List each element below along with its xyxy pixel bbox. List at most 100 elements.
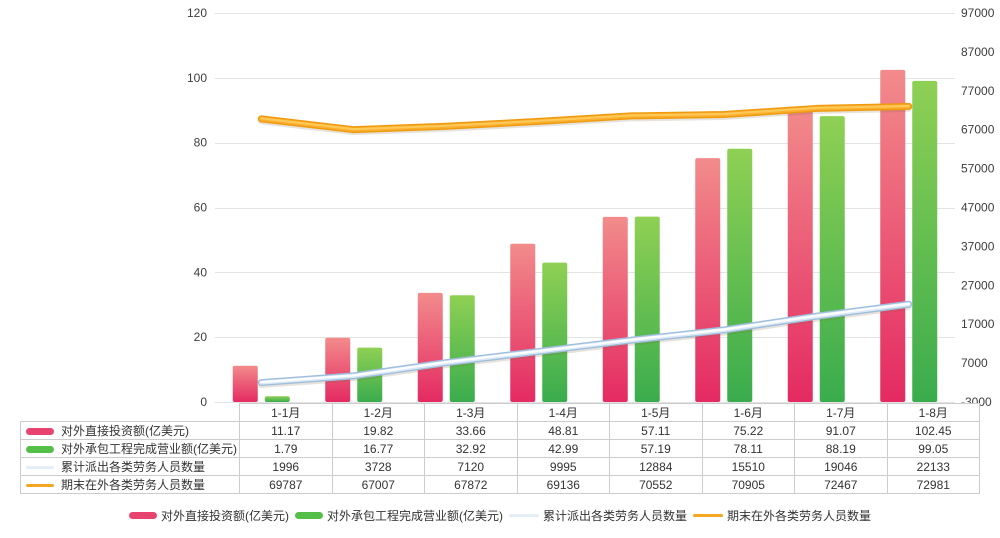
dispatched-workers-line <box>260 302 910 384</box>
row-label-dispatched-workers: 累计派出各类劳务人员数量 <box>20 457 240 476</box>
value-cell-workers-abroad: 67007 <box>331 475 425 494</box>
value-cell-direct-investment: 11.17 <box>239 421 333 440</box>
table-row-workers-abroad: 期末在外各类劳务人员数量 69787 67007 67872 69136 70552 709… <box>20 475 980 494</box>
direct-investment-bar[interactable] <box>787 106 813 402</box>
value-cell-contract-revenue: 1.79 <box>239 439 333 458</box>
value-cell-contract-revenue: 88.19 <box>794 439 888 458</box>
category-header-cell: 1-6月 <box>701 403 795 422</box>
contract-revenue-bar[interactable] <box>727 148 753 402</box>
value-cell-dispatched-workers: 1996 <box>239 457 333 476</box>
left-axis-tick-label: 120 <box>187 6 207 20</box>
left-axis-tick-label: 100 <box>187 71 207 85</box>
value-cell-direct-investment: 91.07 <box>794 421 888 440</box>
left-axis-tick-label: 20 <box>194 330 208 344</box>
contract-revenue-bar[interactable] <box>912 80 938 402</box>
direct-investment-bar[interactable] <box>510 243 536 402</box>
value-cell-workers-abroad: 70905 <box>701 475 795 494</box>
chart-data-table: 1-1月 1-2月 1-3月 1-4月 1-5月 1-6月 1-7月 1-8月 对外直接投资额(… <box>20 403 980 494</box>
category-header-cell: 1-3月 <box>424 403 518 422</box>
table-row-dispatched-workers: 累计派出各类劳务人员数量 1996 3728 7120 9995 12884 15510 19… <box>20 457 980 476</box>
table-row-contract-revenue: 对外承包工程完成营业额(亿美元) 1.79 16.77 32.92 42.99 57.19… <box>20 439 980 458</box>
value-cell-contract-revenue: 78.11 <box>701 439 795 458</box>
row-label-direct-investment: 对外直接投资额(亿美元) <box>20 421 240 440</box>
contract-revenue-swatch <box>294 512 323 519</box>
direct-investment-bar[interactable] <box>880 69 906 402</box>
series-name: 对外直接投资额(亿美元) <box>61 424 189 438</box>
right-axis-tick-label: 17000 <box>961 317 995 331</box>
contract-revenue-bar[interactable] <box>542 262 568 402</box>
value-cell-direct-investment: 19.82 <box>331 421 425 440</box>
value-cell-contract-revenue: 16.77 <box>331 439 425 458</box>
category-header-cell: 1-5月 <box>609 403 703 422</box>
right-axis-tick-label: 87000 <box>961 45 995 59</box>
value-cell-dispatched-workers: 9995 <box>516 457 610 476</box>
workers-abroad-line <box>260 104 910 131</box>
right-axis-tick-label: 37000 <box>961 239 995 253</box>
table-corner-blank <box>21 404 240 422</box>
contract-revenue-bar[interactable] <box>264 396 290 402</box>
direct-investment-bar[interactable] <box>695 158 721 402</box>
value-cell-workers-abroad: 67872 <box>424 475 518 494</box>
right-axis-tick-label: 57000 <box>961 162 995 176</box>
direct-investment-bar[interactable] <box>232 365 258 402</box>
left-axis-tick-label: 60 <box>194 201 208 215</box>
legend-item-workers-abroad[interactable]: 期末在外各类劳务人员数量 <box>693 507 871 524</box>
value-cell-workers-abroad: 72467 <box>794 475 888 494</box>
contract-revenue-bar[interactable] <box>449 295 475 402</box>
series-name: 累计派出各类劳务人员数量 <box>61 460 206 474</box>
series-name: 期末在外各类劳务人员数量 <box>61 478 206 492</box>
right-axis-tick-label: 97000 <box>961 6 995 20</box>
value-cell-direct-investment: 75.22 <box>701 421 795 440</box>
workers-abroad-swatch <box>693 514 723 517</box>
row-label-workers-abroad: 期末在外各类劳务人员数量 <box>20 475 240 494</box>
dispatched-workers-swatch <box>508 514 539 517</box>
workers-abroad-swatch <box>26 484 54 488</box>
series-name: 对外承包工程完成营业额(亿美元) <box>61 442 237 456</box>
value-cell-direct-investment: 102.45 <box>886 421 980 440</box>
table-row-direct-investment: 对外直接投资额(亿美元) 11.17 19.82 33.66 48.81 57.11 75.… <box>20 421 980 440</box>
value-cell-contract-revenue: 42.99 <box>516 439 610 458</box>
left-axis-tick-label: 0 <box>200 395 207 409</box>
legend-item-direct-investment[interactable]: 对外直接投资额(亿美元) <box>128 507 289 524</box>
legend-label: 对外承包工程完成营业额(亿美元) <box>326 509 503 523</box>
value-cell-dispatched-workers: 12884 <box>609 457 703 476</box>
value-cell-dispatched-workers: 19046 <box>794 457 888 476</box>
value-cell-dispatched-workers: 3728 <box>331 457 425 476</box>
contract-revenue-swatch <box>26 446 54 454</box>
value-cell-direct-investment: 33.66 <box>424 421 518 440</box>
direct-investment-swatch <box>26 428 54 436</box>
direct-investment-bar[interactable] <box>602 216 628 402</box>
direct-investment-bar[interactable] <box>417 292 443 402</box>
right-axis-tick-label: 77000 <box>961 84 995 98</box>
left-axis-tick-label: 40 <box>194 265 208 279</box>
value-cell-contract-revenue: 99.05 <box>886 439 980 458</box>
legend-item-contract-revenue[interactable]: 对外承包工程完成营业额(亿美元) <box>294 507 503 524</box>
value-cell-direct-investment: 48.81 <box>516 421 610 440</box>
category-header-cell: 1-7月 <box>794 403 888 422</box>
direct-investment-swatch <box>128 512 157 519</box>
contract-revenue-bar[interactable] <box>634 216 660 402</box>
combo-chart: 020406080100120-300070001700027000370004… <box>187 6 995 409</box>
value-cell-workers-abroad: 70552 <box>609 475 703 494</box>
legend-item-dispatched-workers[interactable]: 累计派出各类劳务人员数量 <box>508 507 687 524</box>
value-cell-workers-abroad: 69787 <box>239 475 333 494</box>
category-header-cell: 1-4月 <box>516 403 610 422</box>
contract-revenue-bar[interactable] <box>819 116 845 403</box>
right-axis-tick-label: 67000 <box>961 123 995 137</box>
legend-label: 期末在外各类劳务人员数量 <box>727 509 872 523</box>
category-header-cell: 1-1月 <box>239 403 333 422</box>
right-axis-tick-label: 47000 <box>961 201 995 215</box>
category-header-cell: 1-2月 <box>331 403 425 422</box>
right-axis-tick-label: 7000 <box>961 356 988 370</box>
value-cell-dispatched-workers: 22133 <box>886 457 980 476</box>
value-cell-workers-abroad: 72981 <box>886 475 980 494</box>
value-cell-direct-investment: 57.11 <box>609 421 703 440</box>
value-cell-workers-abroad: 69136 <box>516 475 610 494</box>
value-cell-dispatched-workers: 7120 <box>424 457 518 476</box>
legend-label: 对外直接投资额(亿美元) <box>160 509 289 523</box>
chart-legend: 对外直接投资额(亿美元) 对外承包工程完成营业额(亿美元) 累计派出各类劳务人员数量… <box>0 507 1000 524</box>
right-axis-tick-label: 27000 <box>961 278 995 292</box>
value-cell-contract-revenue: 32.92 <box>424 439 518 458</box>
direct-investment-bar[interactable] <box>325 337 351 402</box>
